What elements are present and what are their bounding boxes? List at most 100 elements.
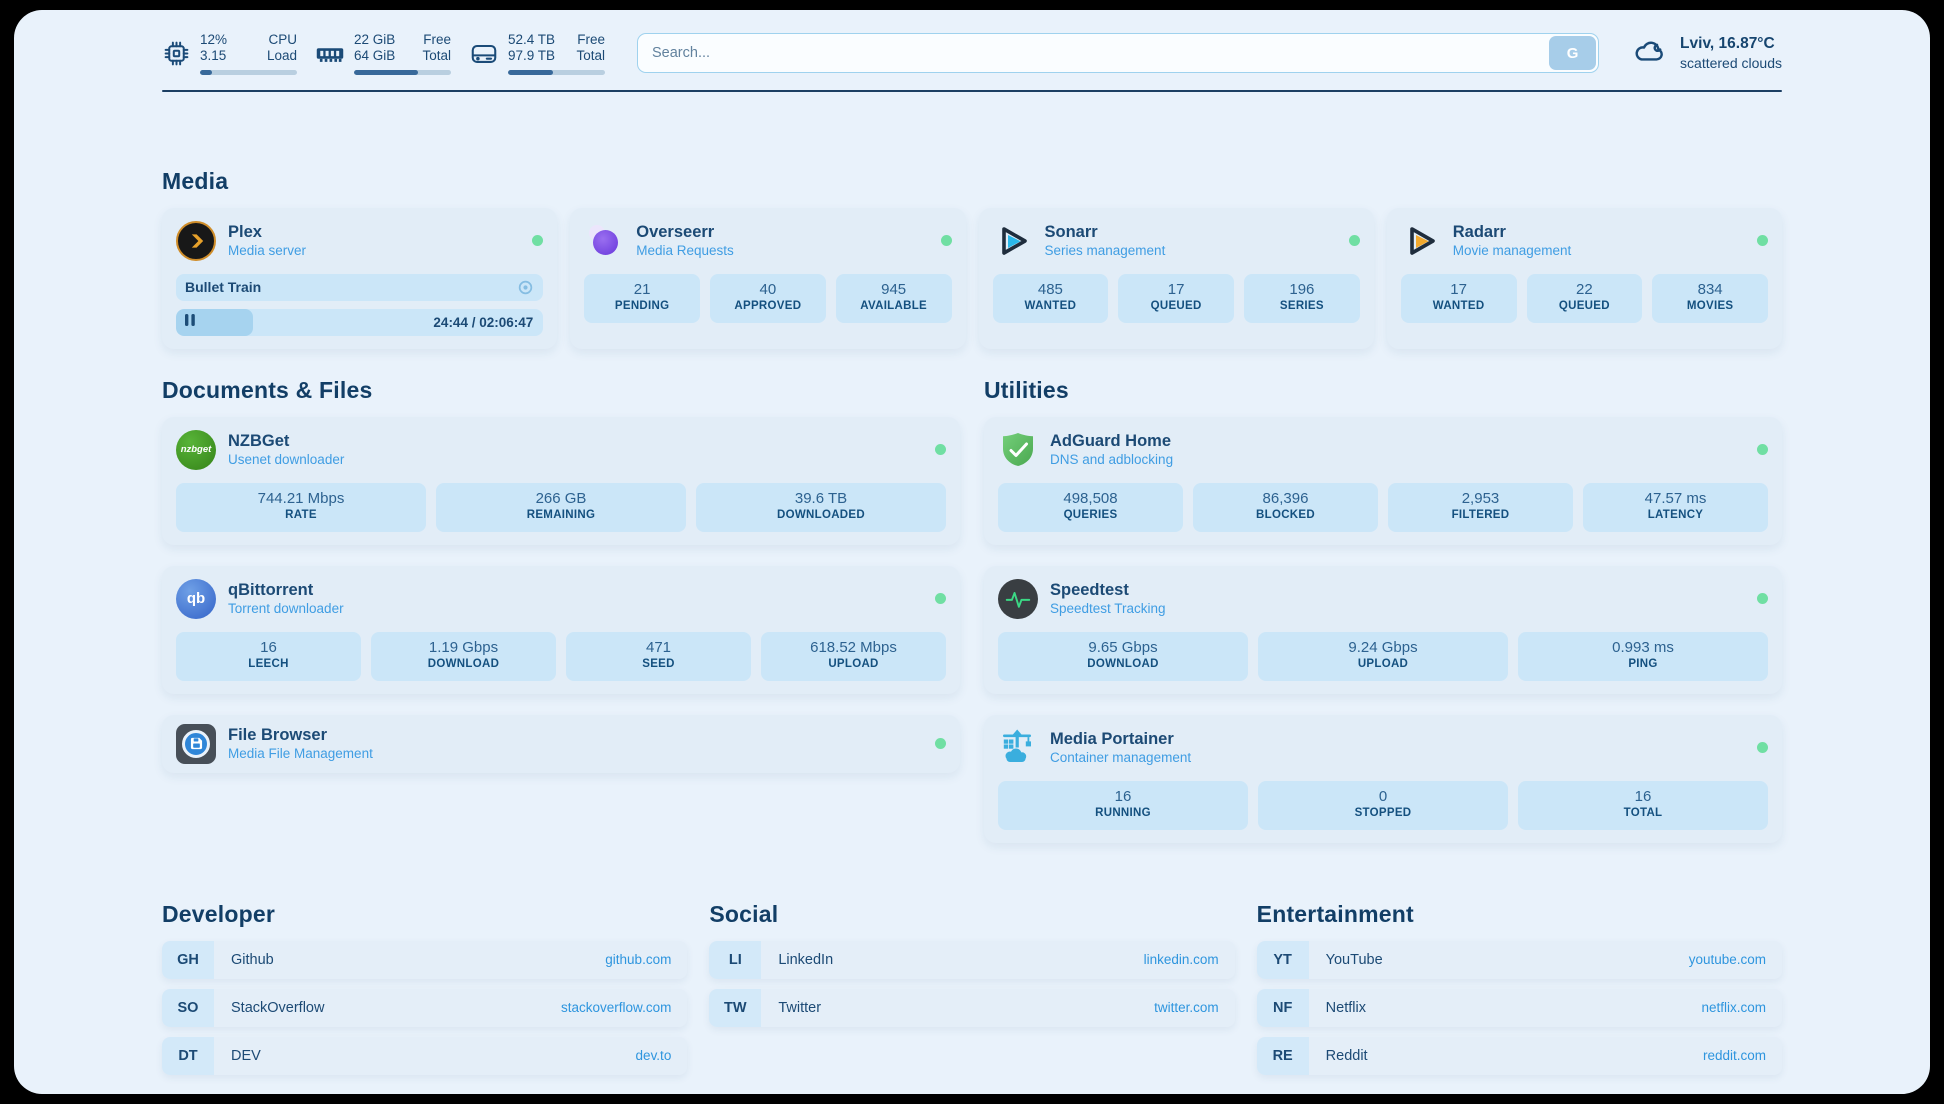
bookmark-url: linkedin.com xyxy=(1143,952,1219,968)
radarr-icon xyxy=(1401,221,1441,261)
card-title: Radarr xyxy=(1452,223,1506,242)
status-dot xyxy=(935,593,946,605)
utilities-column: Utilities xyxy=(984,377,1782,843)
cloud-icon xyxy=(1631,36,1669,71)
stat-box: 17 QUEUED xyxy=(1118,273,1234,323)
disk-total: 97.9 TB xyxy=(508,48,556,64)
overseerr-icon xyxy=(584,221,624,261)
bookmark-label: Twitter xyxy=(778,999,822,1016)
stat-box: 0 STOPPED xyxy=(1258,780,1508,830)
status-dot xyxy=(1757,593,1768,605)
ram-free: 22 GiB xyxy=(354,32,396,47)
bookmark-label: StackOverflow xyxy=(231,999,325,1016)
app-card-radarr[interactable]: Radarr Movie management 17 WANTED 22 QUE… xyxy=(1386,207,1782,349)
header-divider xyxy=(162,89,1782,92)
stat-box: 945 AVAILABLE xyxy=(835,273,952,323)
stat-box: 744.21 Mbps RATE xyxy=(176,482,426,532)
card-subtitle: Series management xyxy=(1044,242,1166,258)
card-title: Sonarr xyxy=(1044,223,1098,242)
cpu-icon xyxy=(162,39,191,68)
card-title: qBittorrent xyxy=(228,581,314,600)
bookmark-youtube[interactable]: YT YouTube youtube.com xyxy=(1256,940,1782,979)
app-card-qbittorrent[interactable]: qb qBittorrent Torrent downloader 16 LEE… xyxy=(162,565,960,694)
bookmarks-developer: Developer GH Github github.com SO StackO… xyxy=(162,901,688,1085)
cpu-label-2: Load xyxy=(266,48,297,64)
status-dot xyxy=(935,738,946,750)
app-card-overseerr[interactable]: Overseerr Media Requests 21 PENDING 40 A… xyxy=(570,207,966,349)
card-subtitle: Torrent downloader xyxy=(228,600,344,616)
bookmark-netflix[interactable]: NF Netflix netflix.com xyxy=(1256,988,1782,1027)
bookmark-dev[interactable]: DT DEV dev.to xyxy=(162,1036,688,1075)
cpu-progressbar xyxy=(200,69,297,75)
card-subtitle: Container management xyxy=(1050,749,1192,765)
dashboard-page: 12% 3.15 CPU Load xyxy=(14,10,1930,1094)
bookmark-url: reddit.com xyxy=(1702,1048,1766,1064)
qbittorrent-icon: qb xyxy=(176,578,216,619)
card-title: NZBGet xyxy=(228,432,290,451)
card-title: Speedtest xyxy=(1050,581,1129,600)
bookmark-abbr: RE xyxy=(1256,1036,1309,1075)
bookmark-github[interactable]: GH Github github.com xyxy=(162,940,688,979)
cpu-stat: 12% 3.15 CPU Load xyxy=(162,32,297,75)
bookmark-abbr: DT xyxy=(162,1036,214,1075)
stat-box: 21 PENDING xyxy=(584,273,700,323)
bookmark-reddit[interactable]: RE Reddit reddit.com xyxy=(1256,1036,1782,1075)
pause-icon[interactable] xyxy=(185,313,195,331)
card-subtitle: Movie management xyxy=(1452,242,1572,258)
bookmark-abbr: GH xyxy=(162,940,214,979)
section-title-documents: Documents & Files xyxy=(162,376,373,403)
app-card-nzbget[interactable]: nzbget NZBGet Usenet downloader 744.21 M… xyxy=(162,416,960,545)
card-title: Overseerr xyxy=(636,223,715,242)
stat-box: 47.57 ms LATENCY xyxy=(1583,482,1768,532)
weather-location-temp: Lviv, 16.87°C xyxy=(1680,35,1775,53)
stat-box: 0.993 ms PING xyxy=(1518,631,1768,681)
stat-box: 16 LEECH xyxy=(176,631,361,681)
gear-icon[interactable] xyxy=(517,279,534,296)
now-playing-title: Bullet Train xyxy=(185,279,262,296)
bookmark-url: youtube.com xyxy=(1688,952,1766,968)
bookmark-stackoverflow[interactable]: SO StackOverflow stackoverflow.com xyxy=(162,988,688,1027)
disk-free: 52.4 TB xyxy=(508,32,556,47)
filebrowser-icon xyxy=(176,723,216,764)
card-subtitle: Media File Management xyxy=(228,745,373,761)
cpu-percent: 12% xyxy=(200,32,228,47)
stat-box: 498,508 QUERIES xyxy=(998,482,1183,532)
ram-total: 64 GiB xyxy=(354,48,396,64)
status-dot xyxy=(935,444,946,456)
bookmark-label: Reddit xyxy=(1325,1047,1368,1064)
app-card-speedtest[interactable]: Speedtest Speedtest Tracking 9.65 Gbps D… xyxy=(984,565,1782,694)
bookmark-label: Netflix xyxy=(1325,999,1366,1016)
card-subtitle: Speedtest Tracking xyxy=(1050,600,1166,616)
section-title-social: Social xyxy=(709,900,779,927)
search-input[interactable] xyxy=(637,33,1600,74)
disk-icon xyxy=(469,39,499,68)
app-card-adguard[interactable]: AdGuard Home DNS and adblocking 498,508 … xyxy=(984,416,1782,545)
stat-box: 485 WANTED xyxy=(992,273,1109,323)
card-subtitle: Media server xyxy=(228,242,307,258)
ram-label-1: Free xyxy=(423,32,451,47)
stat-box: 618.52 Mbps UPLOAD xyxy=(761,631,946,681)
bookmark-twitter[interactable]: TW Twitter twitter.com xyxy=(709,988,1235,1027)
app-card-sonarr[interactable]: Sonarr Series management 485 WANTED 17 Q… xyxy=(978,207,1374,349)
stat-box: 196 SERIES xyxy=(1244,273,1360,323)
stat-box: 2,953 FILTERED xyxy=(1388,482,1573,532)
adguard-icon xyxy=(998,430,1038,470)
stat-box: 17 WANTED xyxy=(1400,273,1517,323)
weather-condition: scattered clouds xyxy=(1680,55,1782,72)
stat-box: 22 QUEUED xyxy=(1526,273,1643,323)
cpu-load-avg: 3.15 xyxy=(200,48,227,64)
search-engine-button[interactable]: G xyxy=(1549,36,1597,71)
disk-progressbar xyxy=(508,69,605,75)
bookmark-abbr: LI xyxy=(709,940,762,979)
now-playing-row: Bullet Train xyxy=(176,273,544,301)
playback-progressbar: 24:44 / 02:06:47 xyxy=(176,308,544,336)
app-card-plex[interactable]: Plex Media server Bullet Train xyxy=(162,207,558,349)
bookmark-url: stackoverflow.com xyxy=(561,1000,672,1016)
bookmark-linkedin[interactable]: LI LinkedIn linkedin.com xyxy=(709,940,1235,979)
app-card-filebrowser[interactable]: File Browser Media File Management xyxy=(162,714,960,773)
card-title: File Browser xyxy=(228,726,328,745)
app-card-portainer[interactable]: Media Portainer Container management 16 … xyxy=(984,714,1782,843)
section-title-media: Media xyxy=(162,167,229,194)
bookmark-url: github.com xyxy=(605,952,672,968)
status-dot xyxy=(1757,235,1768,247)
